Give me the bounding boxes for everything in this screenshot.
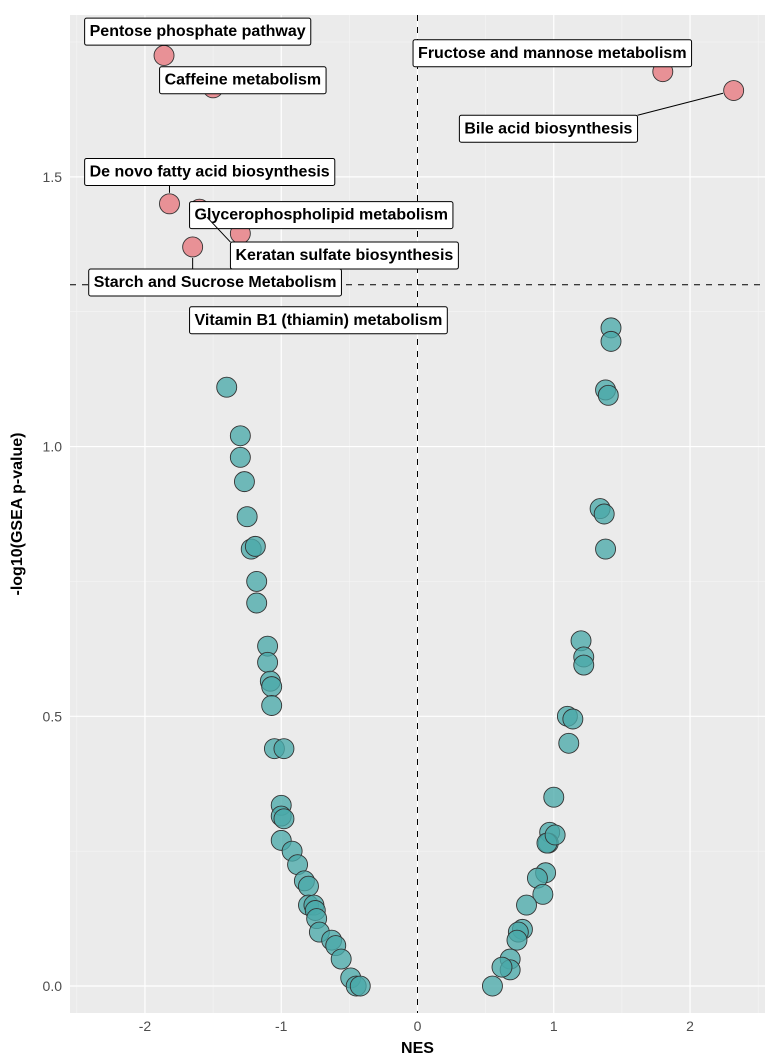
y-tick-label: 0.0 [43,978,63,994]
annotation-label: Pentose phosphate pathway [90,23,306,40]
x-tick-label: 2 [686,1018,694,1034]
annotation: Vitamin B1 (thiamin) metabolism [190,307,448,334]
data-point [545,825,565,845]
annotation: Pentose phosphate pathway [85,18,311,45]
x-axis-title: NES [401,1040,434,1057]
y-axis-title: -log10(GSEA p-value) [9,433,26,596]
data-point [234,472,254,492]
annotation: Caffeine metabolism [160,67,326,94]
data-point [507,930,527,950]
y-tick-label: 0.5 [43,708,63,724]
data-point [601,331,621,351]
data-point [544,787,564,807]
data-point-labeled [724,81,744,101]
x-tick-label: 0 [414,1018,422,1034]
data-point-labeled [159,194,179,214]
data-point [274,809,294,829]
data-point [517,895,537,915]
annotation: Fructose and mannose metabolism [413,40,692,67]
chart-svg: -2 -1 0 1 2 0.0 0.5 1.0 1.5 NES -log10(GSEA p-valu… [0,0,782,1061]
annotation-label: Glycerophospholipid metabolism [195,207,448,224]
annotation-label: Keratan sulfate biosynthesis [235,247,453,264]
data-point [596,539,616,559]
data-point [262,696,282,716]
x-tick-label: -1 [275,1018,288,1034]
data-point [492,957,512,977]
annotation-label: Caffeine metabolism [165,72,321,89]
data-point-labeled [154,45,174,65]
annotation: Glycerophospholipid metabolism [190,202,453,229]
data-point [217,377,237,397]
data-point [237,507,257,527]
x-tick-label: -2 [139,1018,152,1034]
annotation-label: Bile acid biosynthesis [464,120,632,137]
annotation-label: Starch and Sucrose Metabolism [94,274,337,291]
x-tick-label: 1 [550,1018,558,1034]
y-tick-label: 1.5 [43,169,63,185]
data-point [482,976,502,996]
annotation-label: Fructose and mannose metabolism [418,45,687,62]
data-point [594,504,614,524]
data-point [230,426,250,446]
data-point [598,385,618,405]
y-tick-label: 1.0 [43,439,63,455]
data-point [574,655,594,675]
data-point [247,571,267,591]
data-point [350,976,370,996]
data-point [563,709,583,729]
data-point [274,739,294,759]
data-point [230,447,250,467]
data-point [262,677,282,697]
data-point [559,733,579,753]
annotation-label: Vitamin B1 (thiamin) metabolism [195,312,443,329]
volcano-plot: -2 -1 0 1 2 0.0 0.5 1.0 1.5 NES -log10(GSEA p-valu… [0,0,782,1061]
data-point [258,652,278,672]
data-point [247,593,267,613]
data-point [298,876,318,896]
data-point [331,949,351,969]
data-point [245,536,265,556]
data-point-labeled [183,237,203,257]
annotation-label: De novo fatty acid biosynthesis [90,163,330,180]
